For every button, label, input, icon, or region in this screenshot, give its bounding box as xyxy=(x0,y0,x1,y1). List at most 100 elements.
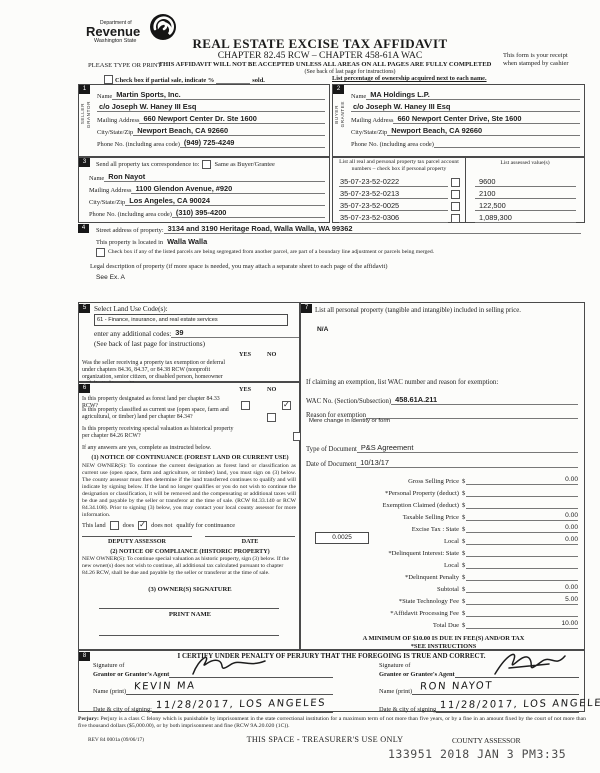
dollar-sign: $ xyxy=(462,562,466,569)
correspondence-mailing-row: Mailing Address 1100 Glendon Avenue, #92… xyxy=(85,182,329,194)
parcel-row: 35-07-23-52-0213 xyxy=(335,187,464,199)
seller-csz-label: City/State/Zip xyxy=(97,129,134,136)
correspondence-csz-value: Los Angeles, CA 90024 xyxy=(125,196,325,206)
fee-row-state-technology-fee: *State Technology Fee $ 5.00 xyxy=(301,593,584,605)
grantee-signature-line xyxy=(454,669,579,678)
fee-row-total-due: Total Due $ 10.00 xyxy=(301,617,584,629)
fee-amount: 0.00 xyxy=(466,523,578,533)
grantor-signature-line xyxy=(169,669,333,678)
dollar-sign: $ xyxy=(462,586,466,593)
located-in-row: This property is located in Walla Walla xyxy=(92,234,585,246)
personal-property-checkbox xyxy=(451,178,460,187)
fee-row-delinquent-penalty: *Delinquent Penalty $ xyxy=(301,569,584,581)
certification-section: 8 I CERTIFY UNDER PENALTY OF PERJURY THA… xyxy=(78,650,600,713)
receipt-note: This form is your receipt when stamped b… xyxy=(503,52,569,69)
dollar-sign: $ xyxy=(462,622,466,629)
street-address-value: 3134 and 3190 Heritage Road, Walla Walla… xyxy=(163,224,375,234)
this-land-label: This land xyxy=(82,522,106,529)
owners-signature-label: (3) OWNER(S) SIGNATURE xyxy=(148,586,232,593)
fee-row-exemption-claimed: Exemption Claimed (deduct) $ xyxy=(301,497,584,509)
grantor-name-line: KEVIN MA xyxy=(126,681,333,695)
deputy-assessor-line xyxy=(82,536,192,537)
section-8-marker: 8 xyxy=(79,652,90,661)
exemption-claim-label: If claiming an exemption, list WAC numbe… xyxy=(306,379,499,386)
additional-codes-value: 39 xyxy=(171,328,204,338)
fee-label: Local xyxy=(443,538,459,545)
section-4-marker: 4 xyxy=(78,224,89,233)
personal-property-value: N/A xyxy=(317,326,329,333)
grantor-name-label: Name (print) xyxy=(93,688,127,695)
fee-row-excise-tax-local: 0.0025 Local $ 0.00 xyxy=(301,532,584,545)
doc-date-line xyxy=(420,458,578,468)
print-name-label: PRINT NAME xyxy=(168,611,212,618)
does-not-checkbox xyxy=(138,520,148,530)
personal-property-checkbox xyxy=(451,214,460,223)
segregated-label: Check box if any of the listed parcels a… xyxy=(108,248,435,255)
type-or-print-note: PLEASE TYPE OR PRINT xyxy=(88,62,162,69)
section-3-marker: 3 xyxy=(79,158,90,167)
sold-label: sold. xyxy=(252,77,265,84)
grantee-sig-row: Grantee or Grantee's Agent xyxy=(379,669,579,678)
buyer-mailing-value: 660 Newport Center Drive, Ste 1600 xyxy=(393,114,580,124)
dollar-sign: $ xyxy=(462,598,466,605)
section-7-marker: 7 xyxy=(301,304,312,313)
seller-phone-value: (949) 725-4249 xyxy=(179,138,325,148)
correspondence-phone-label: Phone No. (including area code) xyxy=(89,211,172,218)
buyer-phone-value xyxy=(433,147,580,148)
correspondence-csz-row: City/State/Zip Los Angeles, CA 90024 xyxy=(85,194,329,206)
treasurer-use-label: THIS SPACE - TREASURER'S USE ONLY xyxy=(246,735,404,744)
receipt-note-line1: This form is your receipt xyxy=(503,52,568,59)
legal-description-label: Legal description of property (if more s… xyxy=(90,263,388,270)
correspondence-name-label: Name xyxy=(89,175,105,182)
tax-correspondence-box: 3 Send all property tax correspondence t… xyxy=(78,157,330,223)
parcel-row: 35-07-23-52-0306 xyxy=(335,211,464,223)
segregated-checkbox xyxy=(96,247,105,257)
fee-amount: 10.00 xyxy=(466,619,578,629)
assessed-value: 2100 xyxy=(475,189,576,199)
legal-description-value: See Ex. A xyxy=(96,274,125,281)
grantee-name-handwritten: RON NAYOT xyxy=(419,680,494,693)
parcel-row: 35-07-23-52-0025 xyxy=(335,199,464,211)
seller-careof-row: c/o Joseph W. Haney III Esq xyxy=(93,100,329,112)
street-address-line xyxy=(374,224,581,234)
land-use-section: 5 Select Land Use Code(s): 61 - Finance,… xyxy=(78,302,300,423)
doc-date-value: 10/13/17 xyxy=(356,458,421,468)
seller-grantor-box: 1 SELLER GRANTOR Name Martin Sports, Inc… xyxy=(78,84,330,157)
land-use-no-header: NO xyxy=(267,351,277,358)
parcel-number: 35-07-23-52-0025 xyxy=(339,201,448,211)
money-section: 7 List all personal property (tangible a… xyxy=(300,302,585,650)
buyer-name-value: MA Holdings L.P. xyxy=(366,90,580,100)
fee-label: Local xyxy=(443,562,459,569)
additional-codes-label: enter any additional codes: xyxy=(94,330,172,338)
section-6-marker: 6 xyxy=(79,384,90,393)
parcel-header-right: List assessed value(s) xyxy=(500,160,550,166)
seller-mailing-row: Mailing Address 660 Newport Center Dr. S… xyxy=(93,112,329,124)
minimum-fee-note-line1: A MINIMUM OF $10.00 IS DUE IN FEE(S) AND… xyxy=(362,635,525,642)
perjury-label: Perjury: xyxy=(78,716,99,722)
notice-compliance-body: NEW OWNER(S): To continue special valuat… xyxy=(82,556,289,576)
current-use-yes-checkbox xyxy=(267,413,276,422)
classification-yes-header: YES xyxy=(239,386,252,393)
grantee-date-label: Date & city of signing xyxy=(379,706,437,713)
grantor-date-label: Date & city of signing: xyxy=(93,706,152,713)
ownership-note: List percentage of ownership acquired ne… xyxy=(332,75,487,82)
buyer-side-label-top: BUYER xyxy=(334,105,339,124)
grantor-name-row: Name (print) KEVIN MA xyxy=(93,681,333,695)
wac-label: WAC No. (Section/Subsection) xyxy=(306,398,392,405)
dollar-sign: $ xyxy=(462,478,466,485)
fee-amount xyxy=(466,496,578,497)
fee-row-excise-tax-state: Excise Tax : State $ 0.00 xyxy=(301,521,584,533)
assessed-value-row: 2100 xyxy=(471,187,580,199)
buyer-phone-row: Phone No. (including area code) xyxy=(347,136,584,148)
doc-type-line xyxy=(440,443,578,453)
dollar-sign: $ xyxy=(462,526,466,533)
cashier-date-stamp: 133951 2018 JAN 3 PM3:35 xyxy=(388,747,567,761)
classification-section: 6 YES NO Is this property designated as … xyxy=(78,382,343,650)
current-use-question: Is this property classified as current u… xyxy=(82,407,229,420)
does-checkbox xyxy=(109,521,119,530)
fee-label: *Delinquent Penalty xyxy=(404,574,459,581)
does-label: does xyxy=(122,522,135,529)
partial-sale-percent-field xyxy=(216,75,251,84)
perjury-text: Perjury is a class C felony which is pun… xyxy=(78,716,586,729)
does-not-label: does not xyxy=(151,522,173,529)
